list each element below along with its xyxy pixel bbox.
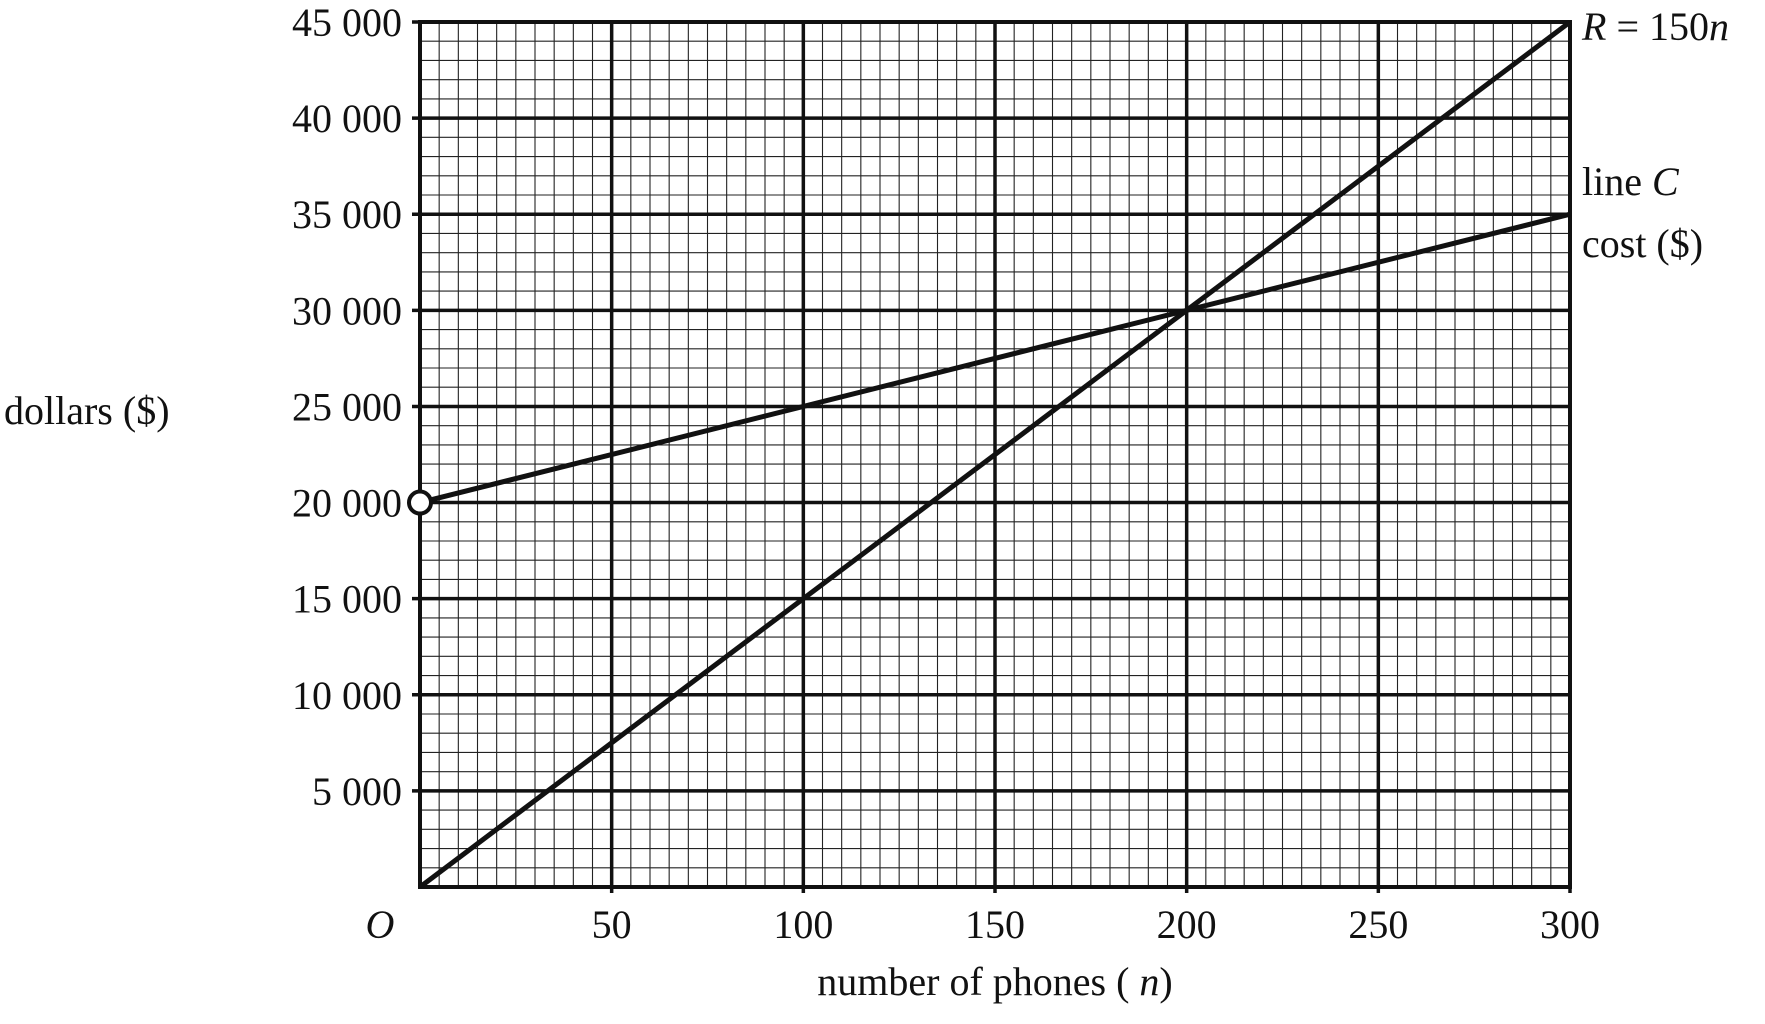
series-line-cost — [419, 211, 1571, 505]
y-tick-label: 10 000 — [292, 673, 402, 718]
x-axis-title-text: number of phones ( — [817, 959, 1129, 1004]
y-tick-label: 45 000 — [292, 0, 402, 45]
series-label-cost-c: C — [1652, 159, 1680, 204]
series-label-revenue: R = 150n — [1581, 4, 1729, 49]
series-label-cost-line1: line C — [1582, 159, 1680, 204]
y-tick-label: 35 000 — [292, 192, 402, 237]
series-label-cost-line-word: line — [1582, 159, 1652, 204]
tick-labels: 50 100 150 200 250 300 5 000 10 000 15 000 20 000… — [292, 0, 1600, 947]
x-tick-label: 300 — [1540, 902, 1600, 947]
series-layer — [407, 20, 1572, 889]
x-tick-label: 100 — [773, 902, 833, 947]
y-tick-label: 5 000 — [312, 769, 402, 814]
x-axis-title: number of phones ( n) — [817, 959, 1172, 1004]
y-tick-label: 15 000 — [292, 577, 402, 622]
y-tick-label: 20 000 — [292, 481, 402, 526]
x-axis-title-tail: ) — [1159, 959, 1172, 1004]
x-tick-label: 50 — [592, 902, 632, 947]
series-label-revenue-var: R — [1581, 4, 1606, 49]
y-tick-label: 25 000 — [292, 384, 402, 429]
series-label-revenue-eq: = 150 — [1606, 4, 1709, 49]
series-line-revenue — [418, 20, 1572, 889]
series-label-cost-line2: cost ($) — [1582, 221, 1703, 266]
y-axis-title: dollars ($) — [4, 388, 170, 433]
x-tick-label: 200 — [1157, 902, 1217, 947]
y-tick-label: 40 000 — [292, 96, 402, 141]
open-circle-marker — [407, 489, 433, 516]
x-axis-title-variable: n — [1139, 959, 1159, 1004]
series-label-revenue-n: n — [1709, 4, 1729, 49]
y-tick-label: 30 000 — [292, 288, 402, 333]
plot-frame — [418, 20, 1572, 889]
origin-label: O — [366, 902, 395, 947]
x-tick-label: 150 — [965, 902, 1025, 947]
x-tick-label: 250 — [1348, 902, 1408, 947]
